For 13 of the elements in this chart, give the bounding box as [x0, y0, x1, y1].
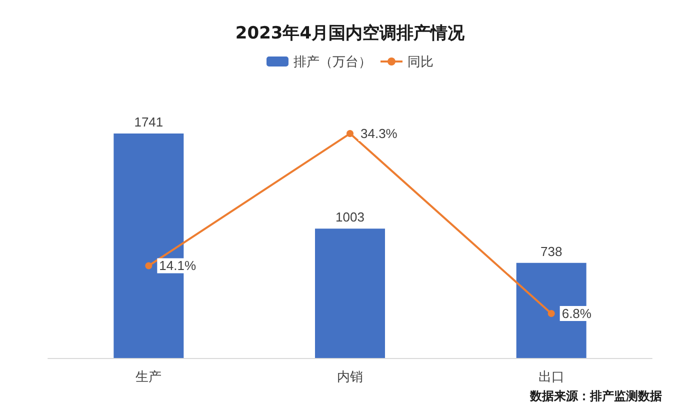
- x-tick-label: 出口: [538, 369, 564, 384]
- data-label: 1003: [336, 210, 364, 225]
- legend-label: 同比: [408, 54, 434, 69]
- data-label: 14.1%: [159, 258, 196, 274]
- data-label: 6.8%: [562, 306, 592, 321]
- x-tick-label: 生产: [136, 369, 162, 384]
- data-label: 34.3%: [360, 126, 398, 142]
- legend-label: 排产（万台）: [294, 54, 372, 69]
- x-tick-label: 内销: [337, 369, 363, 384]
- data-label: 1741: [134, 114, 164, 130]
- data-label: 738: [540, 244, 562, 259]
- source-note: 数据来源：排产监测数据: [529, 389, 662, 403]
- chart-title: 2023年4月国内空调排产情况: [235, 24, 466, 44]
